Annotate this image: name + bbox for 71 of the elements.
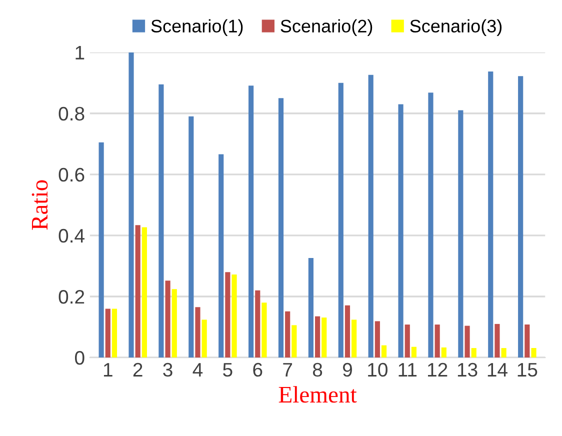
bar xyxy=(524,324,530,358)
y-tick-label: 0 xyxy=(75,350,84,365)
x-axis-title: Element xyxy=(278,386,357,403)
bar xyxy=(232,274,237,358)
bar xyxy=(172,289,177,358)
bar xyxy=(165,280,170,358)
bar xyxy=(105,308,110,358)
bar xyxy=(322,318,327,358)
x-tick-label: 13 xyxy=(458,362,478,377)
y-tick-label: 1 xyxy=(76,46,84,60)
x-tick-label: 11 xyxy=(398,363,417,376)
bar xyxy=(98,142,104,358)
bar xyxy=(314,316,320,358)
y-axis-title: Ratio xyxy=(32,180,48,230)
y-tick-label: 0.8 xyxy=(58,106,84,121)
x-tick-label: 7 xyxy=(283,363,292,376)
bar xyxy=(531,348,536,358)
bar xyxy=(308,258,314,358)
bar xyxy=(411,346,417,358)
x-tick-label: 6 xyxy=(253,362,262,377)
x-tick-label: 14 xyxy=(488,363,508,376)
bar xyxy=(278,98,284,358)
x-tick-label: 8 xyxy=(312,362,322,377)
x-tick-label: 9 xyxy=(342,362,352,377)
y-tick-label: 0.6 xyxy=(58,168,84,182)
x-tick-label: 1 xyxy=(104,363,112,376)
bar xyxy=(262,302,267,358)
x-tick-label: 3 xyxy=(163,362,172,377)
bar xyxy=(428,92,434,358)
bar xyxy=(374,321,380,358)
bar xyxy=(488,72,494,358)
y-tick-label: 0.4 xyxy=(58,228,84,243)
bar xyxy=(381,345,387,358)
bar xyxy=(225,272,230,358)
bar xyxy=(218,154,224,358)
legend-label: Scenario(2) xyxy=(280,19,372,36)
x-tick-label: 2 xyxy=(133,362,142,376)
bar xyxy=(464,326,470,358)
bar xyxy=(398,104,404,358)
bar xyxy=(404,324,410,358)
bar xyxy=(195,307,200,358)
y-tick-label: 0.2 xyxy=(58,290,84,304)
bar xyxy=(344,305,350,358)
x-tick-label: 12 xyxy=(428,362,448,376)
bar xyxy=(368,74,374,358)
bar xyxy=(471,348,476,358)
bar xyxy=(255,290,260,358)
x-tick-label: 10 xyxy=(368,362,388,377)
bar xyxy=(135,225,140,358)
bar xyxy=(434,324,440,358)
x-tick-label: 5 xyxy=(223,363,232,377)
bar xyxy=(112,308,118,358)
bar xyxy=(158,84,164,358)
bar xyxy=(202,320,207,358)
bar xyxy=(441,347,446,358)
bar xyxy=(248,86,254,358)
legend-label: Scenario(1) xyxy=(151,19,243,36)
bar xyxy=(352,320,357,358)
bar xyxy=(188,116,194,358)
bar xyxy=(128,52,134,358)
bar xyxy=(501,348,506,358)
bar xyxy=(494,324,500,358)
bar xyxy=(518,76,524,358)
bar xyxy=(338,82,344,358)
legend-label: Scenario(3) xyxy=(410,19,502,36)
x-tick-label: 4 xyxy=(192,363,203,376)
bar xyxy=(285,311,290,358)
bar xyxy=(142,227,147,358)
x-tick-label: 15 xyxy=(518,363,538,377)
bar xyxy=(458,110,464,358)
bar xyxy=(292,325,297,358)
